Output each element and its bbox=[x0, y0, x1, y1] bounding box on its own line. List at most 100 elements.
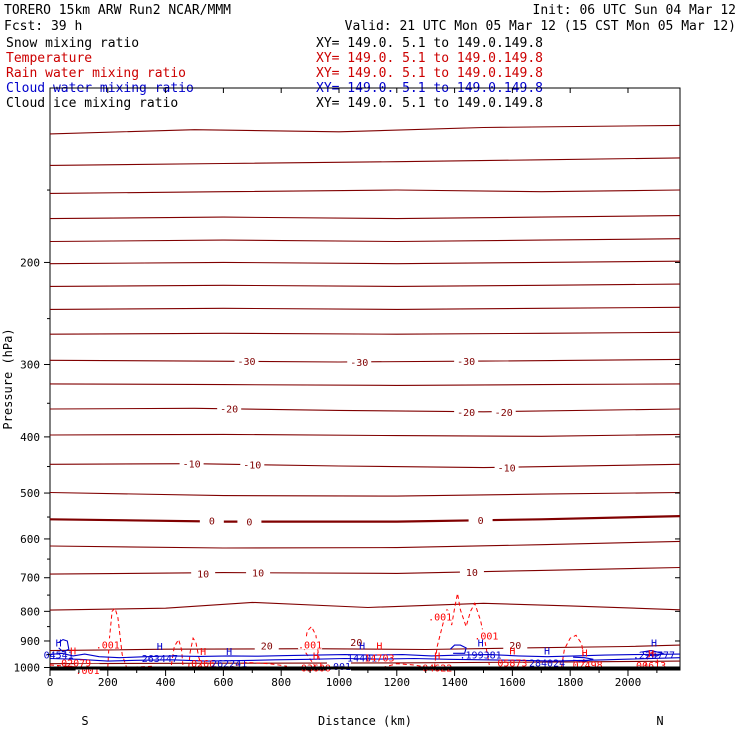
extremum-value: .199381 bbox=[460, 650, 502, 661]
x-tick-label: 1800 bbox=[557, 676, 584, 689]
extremum-marker: H bbox=[157, 642, 163, 653]
contour-label: -30 bbox=[237, 357, 255, 368]
contour-label-bg bbox=[240, 458, 265, 470]
field-name: Temperature bbox=[6, 51, 92, 66]
extremum-value: 0266 bbox=[191, 659, 215, 670]
contour-label-bg bbox=[474, 629, 499, 641]
isotherm-line bbox=[49, 644, 681, 652]
rain-contour bbox=[170, 638, 184, 666]
contour-label: -20 bbox=[457, 408, 475, 419]
y-tick-label: 800 bbox=[20, 605, 40, 618]
isotherm-line bbox=[49, 433, 681, 437]
contour-label: .001 bbox=[298, 640, 322, 651]
forecast-hour: Fcst: 39 h bbox=[4, 19, 82, 34]
y-tick-label: 200 bbox=[20, 256, 40, 269]
contour-label-bg bbox=[459, 565, 484, 577]
extremum-marker: H bbox=[226, 647, 232, 658]
contour-label-bg bbox=[454, 355, 479, 367]
y-tick-label: 700 bbox=[20, 572, 40, 585]
contour-label: 20 bbox=[261, 642, 273, 653]
contour-label: -10 bbox=[243, 460, 261, 471]
contour-label-bg bbox=[428, 610, 453, 622]
contour-label-bg bbox=[347, 355, 372, 367]
contour-label: 20 bbox=[350, 638, 362, 649]
contour-label-bg bbox=[344, 635, 369, 647]
contour-label: .001 bbox=[76, 666, 100, 677]
rain-contour bbox=[382, 663, 432, 669]
model-title: TORERO 15km ARW Run2 NCAR/MMM bbox=[4, 3, 231, 18]
isotherm-line bbox=[49, 463, 681, 469]
isotherm-line bbox=[49, 407, 681, 413]
x-axis: 0 200 400 600 800 1000 1200 1400 1600 1800 2000 bbox=[47, 88, 658, 689]
contour-label-bg bbox=[217, 402, 242, 414]
contour-label: -30 bbox=[350, 358, 368, 369]
contour-labels: -30 -30 -30 -20 -20 -20 -10 -10 -10 0 0 0 10 10 10 20 20… bbox=[76, 355, 528, 677]
x-tick-label: 1000 bbox=[326, 676, 353, 689]
contour-label: 20 bbox=[509, 641, 521, 652]
extremum-marker: H bbox=[200, 647, 206, 658]
isotherm-line bbox=[49, 358, 681, 363]
y-tick-label: 1000 bbox=[14, 661, 41, 674]
rain-contour bbox=[107, 607, 128, 668]
cloud-water-contour bbox=[449, 644, 467, 654]
contour-label-bg bbox=[199, 514, 224, 526]
extremum-marker: H bbox=[544, 646, 550, 657]
isotherm-line bbox=[49, 383, 681, 386]
field-list: Snow mixing ratio XY= 149.0. 5.1 to 149.0… bbox=[6, 36, 543, 111]
y-tick-label: 600 bbox=[20, 533, 40, 546]
isotherm-line bbox=[49, 260, 681, 265]
extremum-value: 05873 bbox=[497, 658, 527, 669]
cloud-water-contour bbox=[642, 650, 665, 657]
isotherm-line bbox=[49, 306, 681, 310]
isotherm-line bbox=[49, 660, 681, 665]
extremum-marker: H bbox=[434, 652, 440, 663]
x-tick-label: 1600 bbox=[499, 676, 526, 689]
extremum-marker: H bbox=[359, 642, 365, 653]
contour-label-bg bbox=[468, 514, 493, 526]
contour-label: .001 bbox=[428, 613, 452, 624]
contour-label-bg bbox=[95, 638, 120, 650]
extremum-value: .226777 bbox=[633, 650, 675, 661]
contour-label: -10 bbox=[183, 460, 201, 471]
contour-label: -10 bbox=[498, 464, 516, 475]
contour-label-bg bbox=[246, 566, 271, 578]
init-time: Init: 06 UTC Sun 04 Mar 12 bbox=[533, 3, 737, 18]
contour-label-bg bbox=[191, 567, 216, 579]
contour-label: -30 bbox=[457, 357, 475, 368]
contour-label-bg bbox=[503, 639, 528, 651]
isotherm-line bbox=[49, 601, 681, 611]
extremum-value: 14703 bbox=[364, 654, 394, 665]
header: TORERO 15km ARW Run2 NCAR/MMM Init: 06 U… bbox=[4, 3, 736, 34]
rain-water-contours bbox=[49, 593, 659, 669]
field-xy-range: XY= 149.0. 5.1 to 149.0.149.8 bbox=[316, 66, 543, 81]
x-tick-label: 200 bbox=[98, 676, 118, 689]
x-tick-label: 600 bbox=[213, 676, 233, 689]
extremum-value: 04541 bbox=[44, 650, 74, 661]
isotherm-line bbox=[49, 491, 681, 497]
y-tick-label: 300 bbox=[20, 358, 40, 371]
isotherm-line bbox=[49, 331, 681, 335]
isotherm-line bbox=[49, 215, 681, 220]
cloud-water-contour bbox=[49, 657, 681, 662]
extremum-value: 14401 bbox=[347, 654, 377, 665]
extremum-value: 284024 bbox=[529, 658, 565, 669]
contour-label: 10 bbox=[197, 569, 209, 580]
contour-label-bg bbox=[491, 405, 516, 417]
rain-contour bbox=[644, 649, 659, 667]
y-axis-label: Pressure (hPa) bbox=[1, 328, 15, 429]
isotherm-contours bbox=[49, 124, 681, 665]
x-tick-label: 1200 bbox=[384, 676, 411, 689]
isotherm-line bbox=[49, 515, 681, 523]
cloud-water-contour bbox=[58, 638, 70, 653]
contour-label: 0 bbox=[246, 518, 252, 529]
rain-contour bbox=[303, 625, 323, 668]
contour-label: 10 bbox=[252, 569, 264, 580]
contour-label-bg bbox=[454, 405, 479, 417]
y-tick-label: 900 bbox=[20, 635, 40, 648]
contour-label-bg bbox=[298, 638, 323, 650]
contour-label-bg bbox=[254, 639, 279, 651]
contour-label: .001 bbox=[474, 631, 498, 642]
south-label: S bbox=[81, 714, 88, 728]
extremum-marker: H bbox=[478, 638, 484, 649]
cloud-water-contour bbox=[573, 656, 594, 662]
